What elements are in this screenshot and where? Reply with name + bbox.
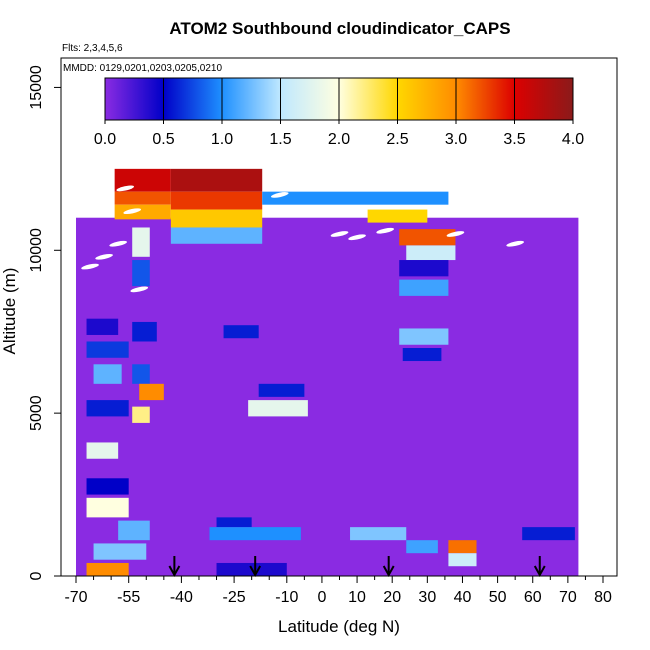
- flight-arrow-head: [533, 565, 546, 578]
- heatmap-cell: [86, 318, 119, 335]
- x-axis: -70 -55 -40 -25 -10 0 10 20 30 40 50 60 70 80: [64, 575, 612, 606]
- colorbar: 0.0 0.5 1.0 1.5 2.0 2.5 3.0 3.5 4.0: [94, 77, 584, 148]
- cloud-top-marker: [270, 192, 289, 198]
- heatmap-cell: [399, 260, 449, 277]
- flights-subtitle: Flts: 2,3,4,5,6: [62, 43, 123, 54]
- x-tick-label: -25: [223, 589, 246, 606]
- heatmap-cell: [350, 527, 407, 541]
- heatmap-cell: [86, 400, 129, 417]
- y-axis: 0 5000 10000 15000: [28, 65, 62, 580]
- x-tick-label: 0: [317, 589, 326, 606]
- heatmap-cell: [132, 321, 157, 342]
- heatmap-cell: [258, 383, 305, 397]
- heatmap-cell: [93, 543, 147, 560]
- heatmap-cell: [86, 562, 129, 576]
- y-tick-label: 0: [28, 571, 45, 580]
- plot-frame: [60, 57, 618, 577]
- heatmap-cell: [448, 540, 477, 554]
- y-axis-title: Altitude (m): [0, 268, 19, 355]
- cloud-top-marker: [123, 208, 142, 215]
- heatmap-cell: [86, 497, 129, 518]
- x-tick-label: 30: [418, 589, 436, 606]
- cloud-top-marker: [376, 227, 394, 234]
- heatmap-cell: [170, 227, 263, 244]
- x-tick-label: -10: [275, 589, 298, 606]
- heatmap-cell: [406, 540, 438, 554]
- heatmap-cell: [223, 325, 259, 339]
- heatmap-cell: [248, 400, 308, 417]
- x-tick-label: -55: [117, 589, 140, 606]
- heatmap-cell: [86, 478, 129, 495]
- heatmap-cell: [86, 341, 129, 358]
- colorbar-tick-label: 0.0: [94, 131, 116, 148]
- colorbar-tick-label: 1.0: [211, 131, 233, 148]
- cloud-top-marker: [446, 231, 465, 237]
- heatmap-cell: [367, 209, 428, 223]
- heatmap-cell: [114, 204, 171, 220]
- cloud-top-marker: [277, 208, 296, 215]
- heatmap-cell: [114, 191, 171, 205]
- colorbar-tick-label: 2.0: [328, 131, 350, 148]
- heatmap-cell: [399, 279, 449, 296]
- heatmap-cell: [170, 168, 263, 192]
- cloud-top-marker: [81, 263, 99, 270]
- heatmap-cell: [132, 227, 150, 257]
- heatmap-cell: [402, 348, 442, 362]
- x-tick-label: -70: [64, 589, 87, 606]
- flight-arrow-head: [382, 565, 395, 578]
- heatmap-cell: [448, 553, 477, 567]
- heatmap-cell: [139, 383, 164, 401]
- heatmap-cell: [216, 517, 252, 528]
- heatmap-cell: [209, 527, 301, 541]
- x-tick-label: 20: [383, 589, 401, 606]
- y-tick-label: 10000: [28, 228, 45, 273]
- heatmap-cell: [170, 209, 263, 228]
- y-tick-label: 5000: [28, 395, 45, 431]
- heatmap-cell: [93, 364, 122, 384]
- colorbar-tick-label: 1.5: [269, 131, 291, 148]
- heatmap-cell: [118, 520, 150, 541]
- heatmap-cell: [522, 527, 575, 541]
- x-tick-label: 50: [489, 589, 507, 606]
- heatmap-cell: [262, 191, 449, 205]
- heatmap-cell: [86, 442, 119, 459]
- plot-area: [76, 168, 579, 578]
- x-axis-title: Latitude (deg N): [278, 617, 400, 636]
- colorbar-tick-label: 0.5: [152, 131, 174, 148]
- cloud-top-marker: [116, 185, 135, 192]
- dates-subtitle: MMDD: 0129,0201,0203,0205,0210: [63, 63, 222, 74]
- x-tick-label: -40: [170, 589, 193, 606]
- heatmap-cell: [406, 245, 456, 261]
- flight-arrow-head: [249, 565, 262, 578]
- colorbar-tick-label: 4.0: [562, 131, 584, 148]
- x-tick-label: 10: [348, 589, 366, 606]
- heatmap-cell: [170, 191, 263, 210]
- cloud-top-marker: [541, 208, 560, 215]
- cloud-top-marker: [506, 240, 524, 247]
- colorbar-tick-label: 2.5: [386, 131, 408, 148]
- cloud-top-marker: [109, 240, 127, 247]
- x-tick-label: 70: [559, 589, 577, 606]
- heatmap-cell: [132, 260, 150, 287]
- colorbar-tick-label: 3.0: [445, 131, 467, 148]
- flight-arrow-head: [168, 565, 181, 578]
- heatmap-cell: [132, 406, 150, 423]
- cloud-top-marker: [130, 286, 149, 293]
- cloud-top-marker: [348, 234, 366, 241]
- x-tick-label: 40: [454, 589, 472, 606]
- x-tick-label: 80: [594, 589, 612, 606]
- cloud-top-marker: [95, 253, 113, 260]
- colorbar-tick-label: 3.5: [503, 131, 525, 148]
- cloud-top-marker: [330, 231, 349, 237]
- heatmap-cell: [399, 229, 456, 246]
- y-tick-label: 15000: [28, 65, 45, 110]
- chart-title: ATOM2 Southbound cloudindicator_CAPS: [169, 19, 510, 38]
- heatmap-cell: [132, 364, 150, 384]
- heatmap-cell: [399, 328, 449, 345]
- x-tick-label: 60: [524, 589, 542, 606]
